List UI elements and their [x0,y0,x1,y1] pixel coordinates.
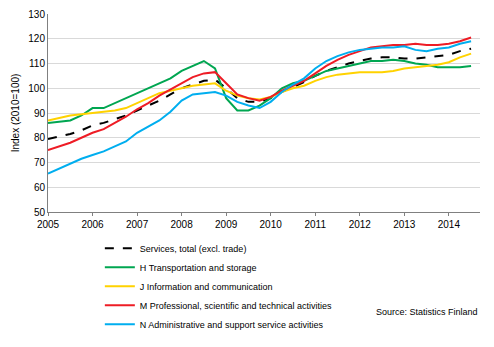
svg-text:N Administrative and support s: N Administrative and support service act… [140,320,324,330]
svg-text:2011: 2011 [304,219,326,230]
svg-text:2008: 2008 [170,219,193,230]
svg-text:2009: 2009 [215,219,238,230]
svg-text:130: 130 [28,9,45,20]
svg-text:2012: 2012 [349,219,372,230]
svg-text:80: 80 [34,132,46,143]
svg-text:2014: 2014 [438,219,461,230]
svg-text:120: 120 [28,33,45,44]
svg-text:2010: 2010 [260,219,283,230]
svg-text:70: 70 [34,157,46,168]
svg-text:M Professional, scientific and: M Professional, scientific and technical… [140,301,332,311]
svg-text:2013: 2013 [393,219,416,230]
svg-text:90: 90 [34,108,46,119]
svg-text:Index (2010=100): Index (2010=100) [10,74,21,153]
svg-text:H Transportation and storage: H Transportation and storage [140,263,257,273]
svg-text:60: 60 [34,182,46,193]
svg-text:2007: 2007 [126,219,149,230]
svg-text:J Information and communicatio: J Information and communication [140,282,273,292]
svg-text:110: 110 [29,58,45,69]
svg-text:100: 100 [28,83,45,94]
svg-text:Source: Statistics Finland: Source: Statistics Finland [376,307,478,317]
svg-text:50: 50 [34,207,46,218]
svg-text:2005: 2005 [37,219,60,230]
svg-text:Services, total (excl. trade): Services, total (excl. trade) [140,244,247,254]
svg-text:2006: 2006 [81,219,104,230]
